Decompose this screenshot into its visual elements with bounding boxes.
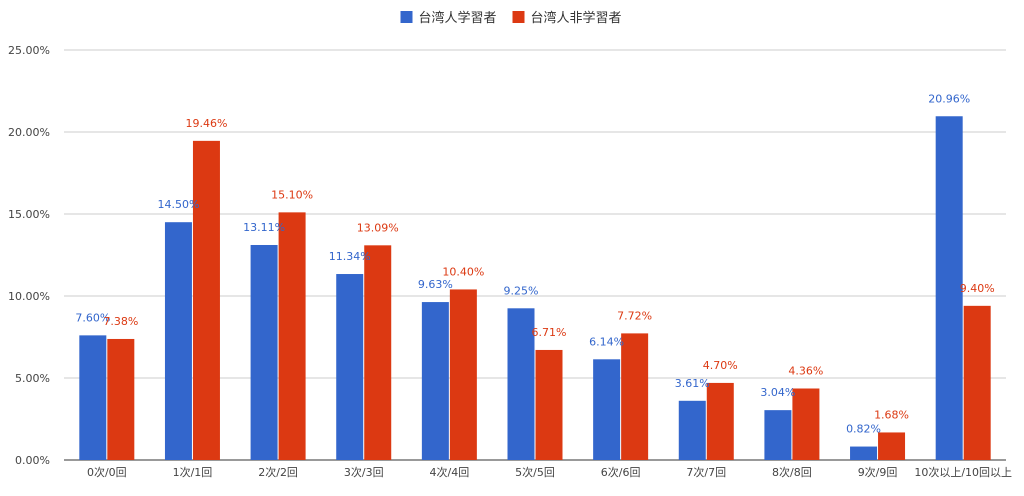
data-labels: 7.60%7.38% 14.50% 19.46% 13.11% 15.10% 11.34%…: [75, 92, 994, 435]
bar-learner: [336, 274, 364, 460]
data-label-learner: 14.50%: [157, 198, 199, 211]
bar-non-learner: [278, 212, 306, 460]
x-tick-label: 0次/0回: [87, 465, 127, 479]
y-tick-label: 5.00%: [15, 372, 50, 385]
bar-non-learner: [107, 338, 135, 460]
y-axis: 0.00% 5.00% 10.00% 15.00% 20.00% 25.00%: [8, 44, 50, 467]
y-tick-label: 10.00%: [8, 290, 50, 303]
x-tick-label: 6次/6回: [601, 465, 641, 479]
data-label-non-learner: 6.71%: [532, 326, 567, 339]
x-tick-label: 10次以上/10回以上: [914, 465, 1012, 479]
data-label-learner: 11.34%: [329, 250, 371, 263]
bar-non-learner: [621, 333, 649, 460]
data-label-learner: 3.61%: [675, 377, 710, 390]
grid-lines: [64, 49, 1006, 461]
x-tick-label: 5次/5回: [515, 465, 555, 479]
y-tick-label: 15.00%: [8, 208, 50, 221]
x-tick-label: 2次/2回: [258, 465, 298, 479]
x-axis: 0次/0回 1次/1回 2次/2回 3次/3回 4次/4回 5次/5回 6次/6回 7次/7回…: [87, 465, 1012, 479]
data-label-non-learner: 7.38%: [103, 315, 138, 328]
data-label-non-learner: 15.10%: [271, 188, 313, 201]
legend: 台湾人学習者 台湾人非学習者: [400, 10, 622, 26]
data-label-learner: 7.60%: [75, 311, 110, 324]
data-label-non-learner: 10.40%: [442, 265, 484, 278]
data-label-learner: 9.25%: [504, 284, 539, 297]
x-tick-label: 3次/3回: [344, 465, 384, 479]
bars: [79, 116, 991, 461]
bar-learner: [164, 222, 192, 460]
data-label-learner: 6.14%: [589, 335, 624, 348]
bar-learner: [507, 308, 535, 460]
bar-learner: [250, 244, 278, 460]
bar-non-learner: [878, 432, 906, 460]
data-label-non-learner: 4.70%: [703, 359, 738, 372]
y-tick-label: 0.00%: [15, 454, 50, 467]
bar-learner: [593, 359, 621, 460]
bar-learner: [678, 400, 706, 460]
y-tick-label: 20.00%: [8, 126, 50, 139]
data-label-non-learner: 13.09%: [357, 221, 399, 234]
data-label-learner: 3.04%: [760, 386, 795, 399]
legend-label: 台湾人非学習者: [531, 10, 622, 26]
x-tick-label: 4次/4回: [430, 465, 470, 479]
legend-swatch: [400, 11, 413, 23]
y-tick-label: 25.00%: [8, 44, 50, 57]
bar-learner: [850, 446, 878, 460]
bar-non-learner: [706, 382, 734, 460]
x-tick-label: 7次/7回: [686, 465, 726, 479]
bar-non-learner: [449, 289, 477, 460]
bar-learner: [764, 410, 792, 460]
legend-label: 台湾人学習者: [419, 10, 497, 26]
x-tick-label: 8次/8回: [772, 465, 812, 479]
data-label-non-learner: 4.36%: [788, 364, 823, 377]
data-label-learner: 13.11%: [243, 221, 285, 234]
bar-non-learner: [192, 140, 220, 460]
bar-non-learner: [963, 305, 991, 460]
legend-swatch: [512, 11, 525, 23]
x-tick-label: 9次/9回: [858, 465, 898, 479]
data-label-non-learner: 7.72%: [617, 309, 652, 322]
bar-non-learner: [792, 388, 820, 460]
x-tick-label: 1次/1回: [173, 465, 213, 479]
bar-learner: [935, 116, 963, 461]
data-label-non-learner: 19.46%: [185, 117, 227, 130]
data-label-non-learner: 1.68%: [874, 408, 909, 421]
data-label-non-learner: 9.40%: [960, 282, 995, 295]
bar-non-learner: [364, 245, 392, 460]
data-label-learner: 9.63%: [418, 278, 453, 291]
data-label-learner: 0.82%: [846, 423, 881, 436]
bar-learner: [79, 335, 107, 460]
bar-non-learner: [535, 349, 563, 460]
data-label-learner: 20.96%: [928, 92, 970, 105]
bar-learner: [421, 302, 449, 460]
